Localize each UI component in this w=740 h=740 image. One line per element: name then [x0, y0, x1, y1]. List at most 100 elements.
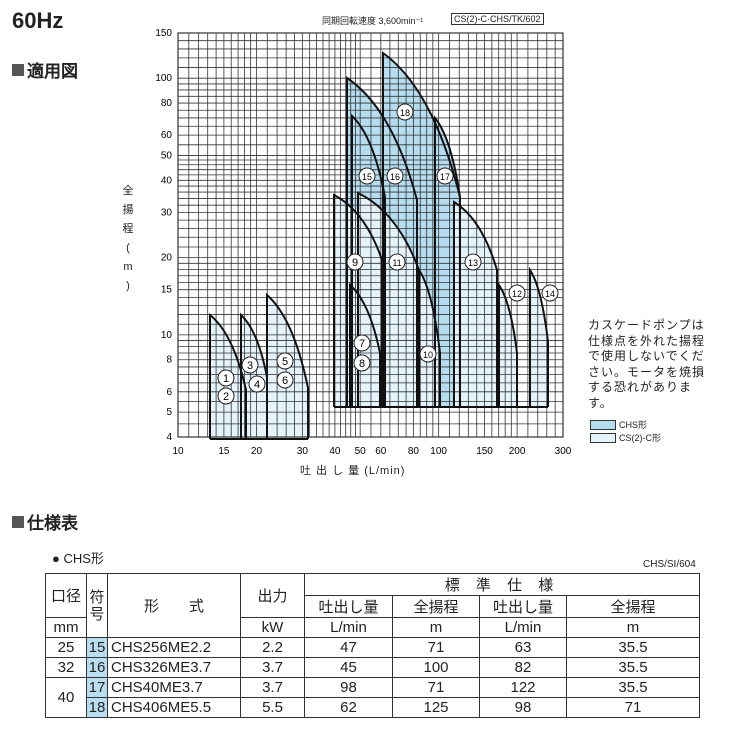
cell-output: 2.2 [240, 637, 305, 658]
outline-r15 [351, 113, 386, 407]
y-label-char: m [123, 261, 133, 273]
y-tick-label: 5 [166, 407, 172, 418]
chart-code: CS(2)-C·CHS/TK/602 [451, 13, 544, 25]
cell-output: 3.7 [240, 657, 305, 678]
x-tick-label: 100 [430, 446, 447, 457]
y-label-char: ) [126, 280, 130, 292]
label-text: 14 [545, 289, 555, 299]
cell-model: CHS40ME3.7 [107, 677, 241, 698]
x-tick-label: 50 [355, 446, 367, 457]
y-label-char: 揚 [122, 204, 134, 216]
unit-m: m [392, 617, 480, 638]
x-tick-label: 60 [375, 446, 387, 457]
label-text: 10 [423, 350, 433, 360]
cell-flow-2: 98 [479, 697, 567, 718]
unit-kw: kW [240, 617, 305, 638]
header-model: 形 式 [107, 573, 241, 638]
region-label-3: 3 [241, 356, 259, 374]
unit-lmin: L/min [479, 617, 567, 638]
grid [177, 32, 564, 438]
x-tick-label: 20 [251, 446, 263, 457]
header-output: 出力 [240, 573, 305, 618]
region-r12 [499, 285, 517, 407]
y-tick-label: 150 [155, 28, 172, 39]
label-text: 5 [282, 356, 288, 368]
y-tick-label: 30 [161, 207, 173, 218]
label-circle [419, 345, 437, 363]
x-tick-label: 10 [172, 446, 184, 457]
y-tick-label: 4 [166, 432, 172, 443]
speed-label: 同期回転速度 3,600min⁻¹ [322, 16, 424, 26]
outline-r13 [453, 200, 498, 407]
cell-symbol: 15 [86, 637, 108, 658]
legend-label: CS(2)-C形 [619, 433, 661, 443]
cell-head-2: 35.5 [566, 637, 700, 658]
x-axis-label: 吐 出 し 量 (L/min) [300, 465, 406, 477]
x-tick-label: 80 [408, 446, 420, 457]
cell-symbol: 17 [86, 677, 108, 698]
page-title: 60Hz [12, 8, 64, 33]
y-tick-label: 80 [161, 98, 173, 109]
header-head: 全揚程 [566, 595, 700, 618]
region-label-4: 4 [248, 375, 266, 393]
region-label-17: 17 [436, 167, 454, 185]
series-bullet: ● CHS形 [52, 551, 104, 566]
header-standard-spec: 標 準 仕 様 [304, 573, 700, 596]
label-text: 11 [392, 258, 401, 268]
caution-note: カスケードポンプは仕様点を外れた揚程で使用しないでください。モータを焼損する恐れ… [588, 318, 706, 410]
label-text: 3 [247, 360, 253, 372]
label-text: 2 [223, 391, 229, 403]
x-tick-label: 200 [509, 446, 526, 457]
cell-head-1: 71 [392, 637, 480, 658]
outline-r5-6 [266, 292, 309, 439]
header-flow: 吐出し量 [479, 595, 567, 618]
region-label-10: 10 [419, 345, 437, 363]
table-code: CHS/SI/604 [643, 559, 696, 570]
outline-r10 [418, 266, 441, 407]
y-tick-label: 100 [155, 73, 172, 84]
cell-output: 5.5 [240, 697, 305, 718]
table-row: 40 17 CHS40ME3.7 3.7 98 71 122 35.5 [45, 677, 700, 718]
label-circle [386, 167, 404, 185]
region-label-12: 12 [508, 284, 526, 302]
square-icon [12, 63, 24, 76]
cell-model: CHS406ME5.5 [107, 697, 241, 718]
section-title: 仕様表 [27, 514, 78, 533]
outline-r17 [434, 115, 461, 407]
table-row: 32 16 CHS326ME3.7 3.7 45 100 82 35.5 [45, 657, 700, 678]
cell-symbol: 18 [86, 697, 108, 718]
header-symbol: 符号 [86, 573, 108, 638]
label-circle [217, 387, 235, 405]
unit-mm: mm [45, 617, 87, 638]
y-tick-label: 10 [161, 330, 173, 341]
label-text: 13 [468, 258, 478, 268]
unit-lmin: L/min [304, 617, 393, 638]
cell-flow-1: 47 [304, 637, 393, 658]
y-axis-label: 全揚程 (m) [121, 182, 135, 296]
y-tick-label: 40 [161, 175, 173, 186]
label-circle [388, 253, 406, 271]
y-tick-label: 6 [166, 387, 172, 398]
header-head: 全揚程 [392, 595, 480, 618]
legend-label: CHS形 [619, 420, 648, 430]
x-tick-label: 150 [476, 446, 493, 457]
cell-flow-2: 82 [479, 657, 567, 678]
cell-flow-2: 122 [479, 677, 567, 698]
x-tick-label: 300 [555, 446, 572, 457]
region-label-16: 16 [386, 167, 404, 185]
unit-m: m [566, 617, 700, 638]
label-circle [541, 284, 559, 302]
cell-head-2: 35.5 [566, 657, 700, 678]
legend-swatch [590, 419, 616, 430]
label-circle [217, 369, 235, 387]
region-label-9: 9 [346, 253, 364, 271]
label-circle [358, 167, 376, 185]
legend-cs2c: CS(2)-C形 [590, 431, 661, 444]
cell-head-2: 35.5 [566, 677, 700, 698]
cell-head-1: 100 [392, 657, 480, 678]
legend-chs: CHS形 [590, 418, 647, 431]
region-label-1: 1 [217, 369, 235, 387]
region-r13 [454, 202, 497, 407]
cell-head-1: 71 [392, 677, 480, 698]
label-text: 4 [254, 379, 260, 391]
